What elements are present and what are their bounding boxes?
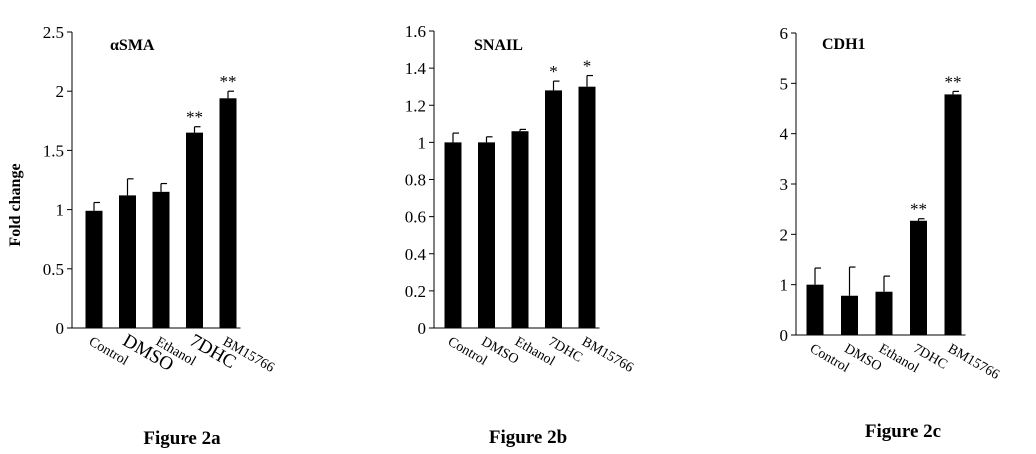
significance-marker: ** (186, 108, 203, 127)
bar (875, 291, 893, 335)
bar (511, 131, 529, 328)
panel-title: CDH1 (822, 36, 866, 53)
significance-marker: * (583, 57, 592, 76)
y-tick-label: 4 (780, 125, 789, 144)
x-category-label: BM15766 (579, 334, 636, 375)
y-tick-label: 2.5 (43, 23, 64, 42)
figure-caption: Figure 2a (143, 428, 221, 449)
y-tick-label: 0.2 (405, 282, 426, 301)
bar (119, 195, 136, 328)
figure-caption: Figure 2c (865, 421, 941, 442)
bar (85, 210, 103, 328)
bar (186, 132, 203, 328)
y-tick-label: 0 (780, 326, 789, 345)
significance-marker: ** (945, 72, 962, 91)
panel-title: αSMA (110, 37, 155, 54)
y-tick-label: 0.8 (405, 171, 426, 190)
bar (944, 94, 962, 335)
y-tick-label: 1.6 (405, 22, 426, 41)
y-tick-label: 1 (418, 133, 427, 152)
y-tick-label: 3 (780, 175, 789, 194)
y-tick-label: 5 (780, 74, 789, 93)
y-tick-label: 2 (56, 82, 65, 101)
x-category-label: DMSO (842, 341, 885, 374)
y-tick-label: 6 (780, 24, 789, 43)
y-tick-label: 1.5 (43, 141, 64, 160)
bar (152, 191, 170, 328)
figure-caption: Figure 2b (489, 427, 567, 448)
x-category-label: BM15766 (945, 341, 1002, 382)
bar (444, 142, 462, 328)
y-tick-label: 1.2 (405, 96, 426, 115)
bar (578, 86, 596, 328)
bar (545, 90, 562, 329)
y-tick-label: 1 (780, 276, 789, 295)
y-tick-label: 0 (56, 319, 65, 338)
y-tick-label: 1 (56, 201, 65, 220)
bar (478, 142, 495, 328)
y-tick-label: 1.4 (405, 59, 427, 78)
y-tick-label: 0.4 (405, 245, 427, 264)
y-tick-label: 0.6 (405, 208, 426, 227)
bar (841, 295, 858, 335)
bar (219, 98, 237, 328)
y-tick-label: 2 (780, 225, 789, 244)
y-axis-label: Fold change (7, 163, 24, 246)
significance-marker: ** (220, 72, 237, 91)
significance-marker: * (549, 62, 558, 81)
bar (806, 284, 824, 335)
y-tick-label: 0 (418, 319, 427, 338)
y-tick-label: 0.5 (43, 260, 64, 279)
significance-marker: ** (910, 200, 927, 219)
panel-title: SNAIL (474, 37, 523, 54)
bar (910, 220, 927, 335)
